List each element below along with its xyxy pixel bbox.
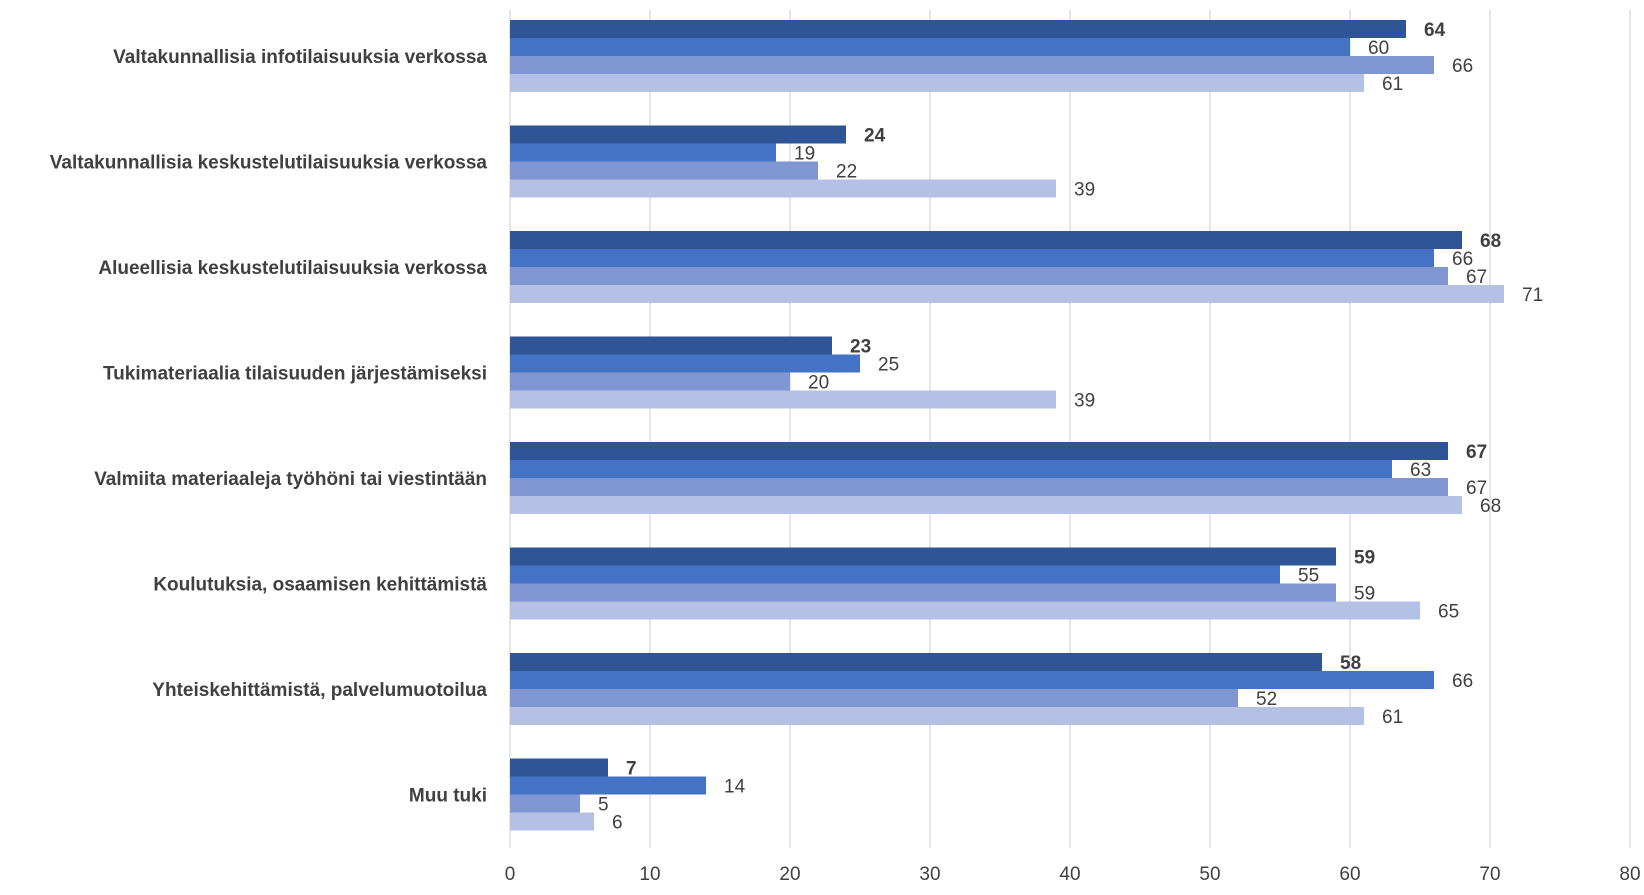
- bar: [510, 794, 580, 813]
- x-tick-label: 0: [505, 864, 516, 885]
- bar: [510, 707, 1364, 725]
- bar: [510, 231, 1462, 249]
- bar: [510, 653, 1322, 671]
- data-label: 66: [1452, 56, 1473, 77]
- bar: [510, 776, 706, 795]
- data-label: 67: [1466, 478, 1487, 499]
- data-label: 71: [1522, 285, 1543, 306]
- x-tick-label: 50: [1199, 864, 1220, 885]
- data-label: 19: [794, 144, 815, 165]
- data-label: 39: [1074, 180, 1095, 201]
- data-label: 59: [1354, 548, 1375, 569]
- category-label: Yhteiskehittämistä, palvelumuotoilua: [152, 680, 487, 701]
- bar: [510, 38, 1350, 56]
- data-label: 14: [724, 777, 746, 798]
- data-label: 59: [1354, 584, 1375, 605]
- data-label: 39: [1074, 391, 1095, 412]
- data-label: 68: [1480, 496, 1501, 517]
- data-label: 66: [1452, 671, 1473, 692]
- bar: [510, 56, 1434, 74]
- x-tick-label: 80: [1619, 864, 1640, 885]
- category-label: Valtakunnallisia infotilaisuuksia verkos…: [113, 47, 487, 68]
- data-label: 60: [1368, 38, 1389, 59]
- bar: [510, 496, 1462, 514]
- data-label: 5: [598, 795, 609, 816]
- category-label: Valmiita materiaaleja työhöni tai viesti…: [94, 469, 487, 490]
- category-label: Valtakunnallisia keskustelutilaisuuksia …: [50, 153, 488, 174]
- data-label: 25: [878, 355, 899, 376]
- bar: [510, 20, 1406, 38]
- bar: [510, 460, 1392, 478]
- data-label: 67: [1466, 442, 1487, 463]
- x-tick-label: 20: [779, 864, 800, 885]
- bar: [510, 390, 1056, 409]
- bar: [510, 285, 1504, 303]
- bar: [510, 758, 608, 777]
- data-label: 58: [1340, 653, 1361, 674]
- bar: [510, 547, 1336, 566]
- data-label: 52: [1256, 689, 1277, 710]
- bar-layer: [510, 20, 1504, 831]
- x-tick-layer: 0 10 20 30 40 50 60 70 80: [505, 864, 1641, 885]
- x-tick-label: 30: [919, 864, 940, 885]
- category-label: Alueellisia keskustelutilaisuuksia verko…: [98, 258, 487, 279]
- bar: [510, 689, 1238, 707]
- bar: [510, 161, 818, 180]
- data-label: 61: [1382, 74, 1403, 95]
- x-tick-label: 10: [639, 864, 660, 885]
- data-label: 65: [1438, 602, 1459, 623]
- data-label: 23: [850, 337, 871, 358]
- data-label-layer: 6460666124192239686667712325203967636768…: [598, 20, 1543, 834]
- category-label: Tukimateriaalia tilaisuuden järjestämise…: [103, 364, 487, 385]
- data-label: 63: [1410, 460, 1431, 481]
- bar: [510, 179, 1056, 198]
- data-label: 68: [1480, 231, 1501, 252]
- bar: [510, 372, 790, 391]
- bar: [510, 267, 1448, 285]
- data-label: 20: [808, 373, 829, 394]
- x-tick-label: 40: [1059, 864, 1080, 885]
- data-label: 22: [836, 162, 857, 183]
- bar: [510, 354, 860, 373]
- data-label: 67: [1466, 267, 1487, 288]
- data-label: 64: [1424, 20, 1446, 41]
- bar: [510, 74, 1364, 92]
- bar: [510, 442, 1448, 460]
- bar: [510, 336, 832, 355]
- bar: [510, 583, 1336, 602]
- data-label: 24: [864, 126, 886, 147]
- data-label: 6: [612, 813, 623, 834]
- bar: [510, 478, 1448, 496]
- bar: [510, 565, 1280, 584]
- bar: [510, 671, 1434, 689]
- category-label: Koulutuksia, osaamisen kehittämistä: [153, 575, 487, 596]
- category-label-layer: Valtakunnallisia infotilaisuuksia verkos…: [50, 47, 488, 807]
- x-tick-label: 60: [1339, 864, 1360, 885]
- bar: [510, 143, 776, 162]
- data-label: 55: [1298, 566, 1319, 587]
- bar: [510, 812, 594, 831]
- category-label: Muu tuki: [409, 786, 487, 807]
- x-tick-label: 70: [1479, 864, 1500, 885]
- data-label: 7: [626, 759, 637, 780]
- bar: [510, 125, 846, 144]
- bar: [510, 601, 1420, 620]
- data-label: 61: [1382, 707, 1403, 728]
- data-label: 66: [1452, 249, 1473, 270]
- bar: [510, 249, 1434, 267]
